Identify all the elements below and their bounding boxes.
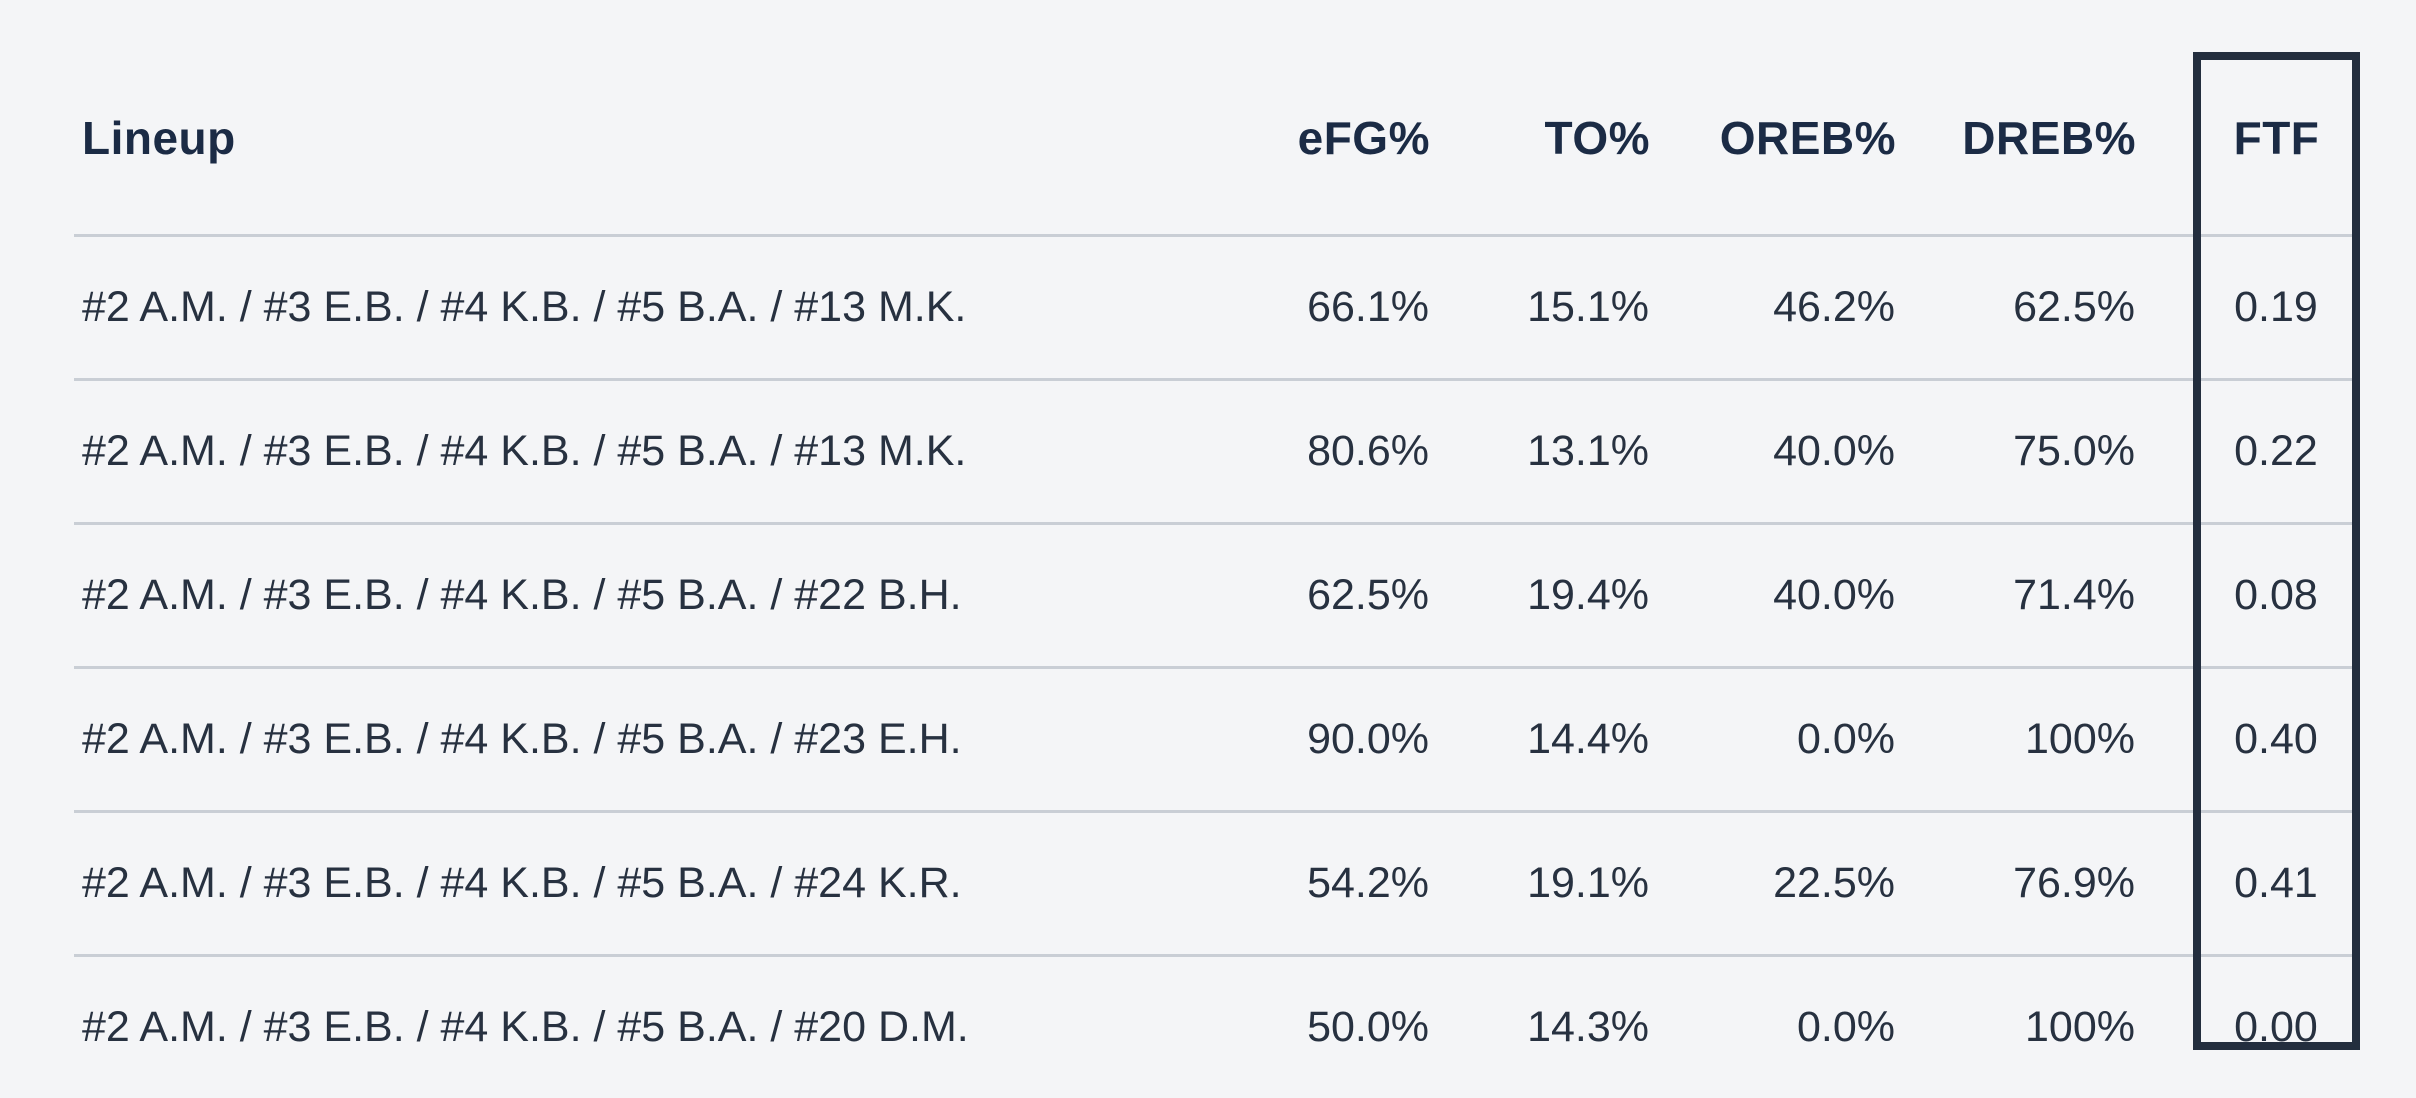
to-cell: 13.1% — [1430, 380, 1650, 524]
ftf-cell: 0.40 — [2136, 668, 2360, 812]
oreb-cell: 22.5% — [1650, 812, 1896, 956]
to-cell: 19.4% — [1430, 524, 1650, 668]
column-header-dreb[interactable]: DREB% — [1896, 0, 2136, 236]
table-row[interactable]: #2 A.M. / #3 E.B. / #4 K.B. / #5 B.A. / … — [74, 956, 2360, 1098]
dreb-cell: 71.4% — [1896, 524, 2136, 668]
table-row[interactable]: #2 A.M. / #3 E.B. / #4 K.B. / #5 B.A. / … — [74, 236, 2360, 380]
lineup-cell: #2 A.M. / #3 E.B. / #4 K.B. / #5 B.A. / … — [74, 812, 1210, 956]
ftf-cell: 0.00 — [2136, 956, 2360, 1098]
column-header-lineup[interactable]: Lineup — [74, 0, 1210, 236]
dreb-cell: 100% — [1896, 668, 2136, 812]
lineup-stats-table: Lineup eFG% TO% OREB% DREB% FTF #2 A.M. … — [74, 0, 2360, 1098]
ftf-cell: 0.19 — [2136, 236, 2360, 380]
efg-cell: 80.6% — [1210, 380, 1430, 524]
oreb-cell: 40.0% — [1650, 380, 1896, 524]
efg-cell: 66.1% — [1210, 236, 1430, 380]
to-cell: 19.1% — [1430, 812, 1650, 956]
to-cell: 14.4% — [1430, 668, 1650, 812]
table-row[interactable]: #2 A.M. / #3 E.B. / #4 K.B. / #5 B.A. / … — [74, 668, 2360, 812]
column-header-to[interactable]: TO% — [1430, 0, 1650, 236]
lineup-cell: #2 A.M. / #3 E.B. / #4 K.B. / #5 B.A. / … — [74, 524, 1210, 668]
efg-cell: 62.5% — [1210, 524, 1430, 668]
ftf-cell: 0.08 — [2136, 524, 2360, 668]
oreb-cell: 40.0% — [1650, 524, 1896, 668]
dreb-cell: 76.9% — [1896, 812, 2136, 956]
efg-cell: 54.2% — [1210, 812, 1430, 956]
oreb-cell: 0.0% — [1650, 956, 1896, 1098]
column-header-efg[interactable]: eFG% — [1210, 0, 1430, 236]
table-row[interactable]: #2 A.M. / #3 E.B. / #4 K.B. / #5 B.A. / … — [74, 524, 2360, 668]
dreb-cell: 100% — [1896, 956, 2136, 1098]
efg-cell: 50.0% — [1210, 956, 1430, 1098]
table-row[interactable]: #2 A.M. / #3 E.B. / #4 K.B. / #5 B.A. / … — [74, 812, 2360, 956]
column-header-oreb[interactable]: OREB% — [1650, 0, 1896, 236]
lineup-cell: #2 A.M. / #3 E.B. / #4 K.B. / #5 B.A. / … — [74, 956, 1210, 1098]
efg-cell: 90.0% — [1210, 668, 1430, 812]
dreb-cell: 75.0% — [1896, 380, 2136, 524]
table-header-row: Lineup eFG% TO% OREB% DREB% FTF — [74, 0, 2360, 236]
to-cell: 15.1% — [1430, 236, 1650, 380]
lineup-cell: #2 A.M. / #3 E.B. / #4 K.B. / #5 B.A. / … — [74, 380, 1210, 524]
lineup-cell: #2 A.M. / #3 E.B. / #4 K.B. / #5 B.A. / … — [74, 236, 1210, 380]
lineup-cell: #2 A.M. / #3 E.B. / #4 K.B. / #5 B.A. / … — [74, 668, 1210, 812]
table-row[interactable]: #2 A.M. / #3 E.B. / #4 K.B. / #5 B.A. / … — [74, 380, 2360, 524]
ftf-cell: 0.22 — [2136, 380, 2360, 524]
column-header-ftf[interactable]: FTF — [2136, 0, 2360, 236]
ftf-cell: 0.41 — [2136, 812, 2360, 956]
oreb-cell: 46.2% — [1650, 236, 1896, 380]
dreb-cell: 62.5% — [1896, 236, 2136, 380]
to-cell: 14.3% — [1430, 956, 1650, 1098]
oreb-cell: 0.0% — [1650, 668, 1896, 812]
